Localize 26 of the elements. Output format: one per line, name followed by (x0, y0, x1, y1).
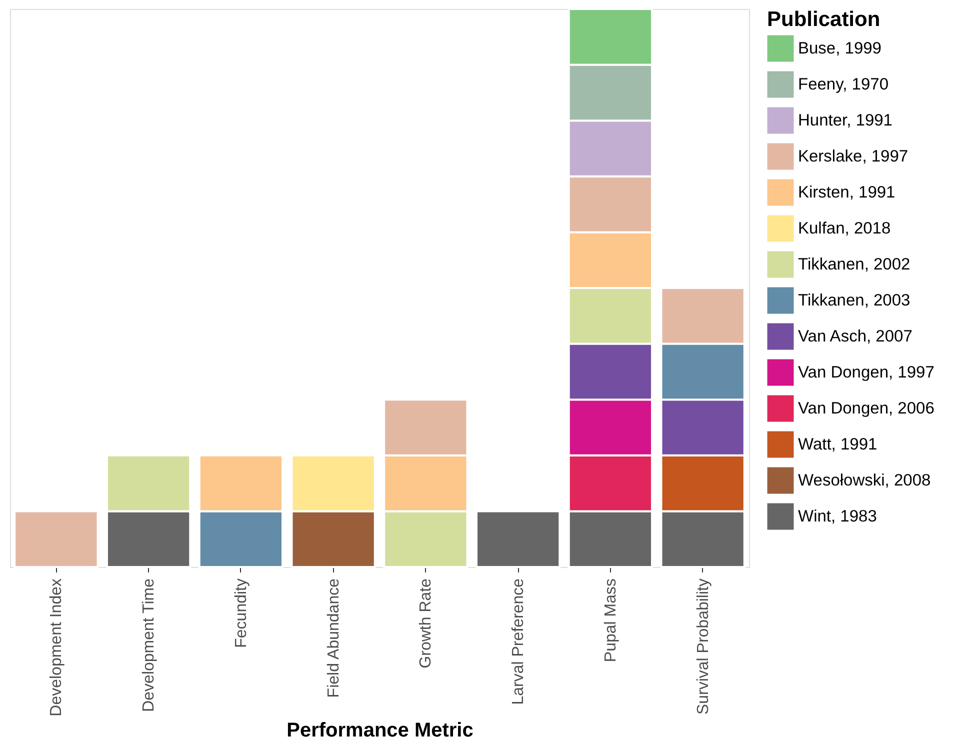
x-tick-label: Development Index (48, 578, 66, 716)
legend-label: Kerslake, 1997 (798, 148, 908, 166)
legend-label: Watt, 1991 (798, 436, 878, 454)
legend-label: Hunter, 1991 (798, 112, 892, 130)
legend-label: Buse, 1999 (798, 40, 882, 58)
bar (475, 510, 561, 568)
legend-label: Tikkanen, 2002 (798, 256, 910, 274)
x-tick-label: Pupal Mass (602, 578, 620, 662)
x-tick-label: Fecundity (232, 578, 250, 648)
legend-label: Wint, 1983 (798, 508, 877, 526)
x-tick-label: Survival Probability (694, 578, 712, 715)
legend-label: Feeny, 1970 (798, 76, 889, 94)
x-axis-title: Performance Metric (286, 719, 474, 742)
legend-label: Kirsten, 1991 (798, 184, 896, 202)
x-tick-label: Field Abundance (325, 578, 342, 698)
legend-label: Kulfan, 2018 (798, 220, 891, 238)
legend-label: Tikkanen, 2003 (798, 292, 910, 310)
x-tick-label: Growth Rate (418, 578, 435, 668)
legend-label: Van Dongen, 2006 (798, 400, 934, 418)
legend-label: Wesołowski, 2008 (798, 472, 931, 490)
legend-label: Van Asch, 2007 (798, 328, 912, 346)
legend-title: Publication (767, 8, 880, 31)
x-tick-label: Development Time (140, 578, 158, 712)
legend-label: Van Dongen, 1997 (798, 364, 934, 382)
x-tick-label: Larval Preference (510, 578, 528, 705)
bar (14, 510, 99, 568)
